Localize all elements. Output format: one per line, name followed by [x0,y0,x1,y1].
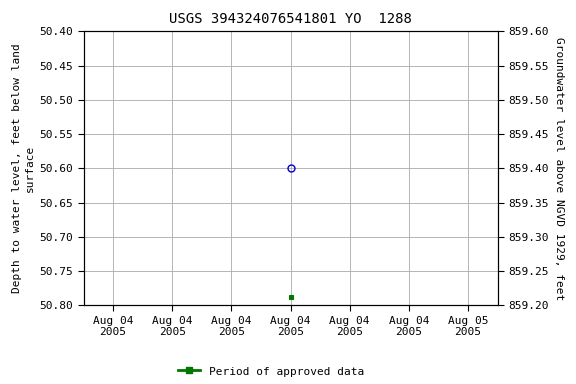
Y-axis label: Groundwater level above NGVD 1929, feet: Groundwater level above NGVD 1929, feet [554,37,564,300]
Title: USGS 394324076541801 YO  1288: USGS 394324076541801 YO 1288 [169,12,412,26]
Legend: Period of approved data: Period of approved data [177,366,364,377]
Y-axis label: Depth to water level, feet below land
surface: Depth to water level, feet below land su… [12,43,35,293]
